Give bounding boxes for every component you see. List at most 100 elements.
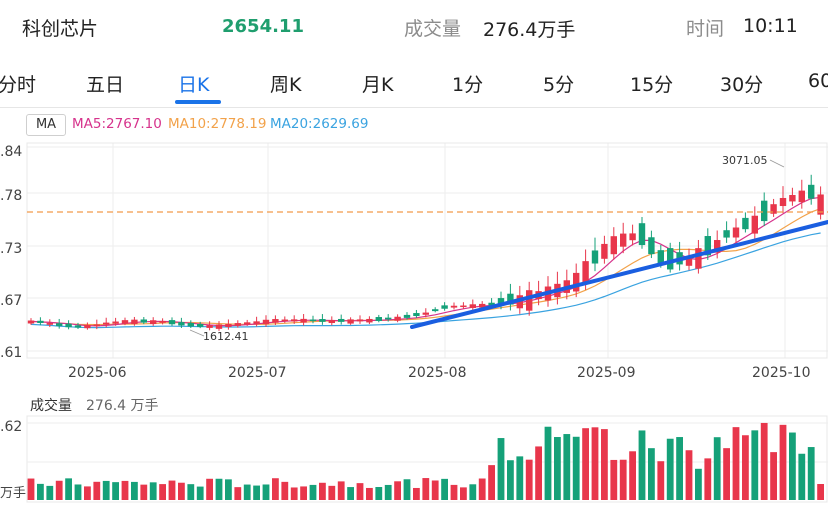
candle — [291, 319, 298, 322]
candle — [281, 319, 288, 322]
candle — [629, 233, 636, 241]
date-tick: 2025-07 — [228, 365, 287, 381]
volume-bar — [572, 436, 580, 500]
volume-panel-border — [26, 415, 828, 503]
tab-60min[interactable]: 60 — [808, 70, 828, 92]
candle — [761, 200, 768, 222]
ma5-value: MA5:2767.10 — [72, 116, 162, 132]
ma-toggle-button[interactable]: MA — [26, 114, 66, 136]
tab-1min[interactable]: 1分 — [452, 74, 484, 96]
candle — [808, 184, 815, 199]
volume-bar — [281, 481, 289, 500]
ma10-value: MA10:2778.19 — [168, 116, 267, 132]
candle — [84, 325, 91, 329]
volume-bar — [629, 451, 636, 500]
tab-30min[interactable]: 30分 — [720, 74, 764, 96]
date-tick: 2025-09 — [577, 365, 636, 381]
candle — [657, 250, 664, 265]
volume-bar — [65, 478, 72, 500]
volume-bar — [46, 485, 54, 500]
volume-bar — [478, 478, 486, 500]
volume-bar — [704, 458, 712, 500]
candle — [112, 321, 119, 324]
candle — [187, 322, 194, 327]
price-tick: .84 — [0, 144, 22, 160]
volume-bar — [431, 480, 439, 500]
candles — [27, 174, 824, 331]
volume-bar — [37, 483, 44, 500]
candle — [751, 215, 758, 234]
candle — [450, 305, 458, 308]
candle — [366, 318, 373, 323]
tab-5min[interactable]: 5分 — [543, 74, 575, 96]
candle — [742, 217, 749, 230]
candle — [394, 316, 401, 321]
ma-lines — [30, 196, 821, 329]
volume-bar — [732, 427, 740, 500]
candle — [131, 319, 138, 325]
volume-bar — [789, 432, 796, 500]
candle — [610, 236, 617, 255]
volume-value: 276.4万手 — [483, 19, 576, 41]
volume-bar — [375, 487, 383, 500]
low-annotation-leader — [189, 329, 205, 337]
index-name: 科创芯片 — [22, 18, 99, 40]
candle — [770, 204, 777, 214]
volume-bar — [300, 486, 307, 500]
index-price: 2654.11 — [222, 16, 304, 37]
ma10-line — [30, 208, 821, 326]
volume-bar — [469, 484, 477, 500]
candle — [488, 302, 495, 306]
candle — [817, 194, 824, 215]
ma-legend: MA MA5:2767.10 MA10:2778.19 MA20:2629.69 — [0, 112, 828, 138]
volume-bar — [262, 484, 270, 500]
volume-bar — [215, 478, 223, 500]
high-annotation-leader — [769, 159, 785, 168]
ma5-line — [30, 196, 821, 327]
price-tick: .78 — [0, 188, 22, 204]
volume-bar — [290, 487, 298, 500]
volume-bar — [347, 487, 354, 500]
volume-bar — [422, 478, 430, 500]
candle — [356, 319, 364, 322]
candle — [460, 305, 467, 308]
volume-bar — [460, 487, 467, 500]
volume-bar — [535, 446, 542, 500]
volume-bar — [102, 480, 110, 500]
tab-15min[interactable]: 15分 — [630, 74, 674, 96]
candle — [206, 325, 213, 328]
tab-weekly-k[interactable]: 周K — [270, 74, 302, 96]
volume-bar — [328, 485, 336, 500]
candle — [648, 237, 655, 255]
candle — [272, 319, 279, 323]
volume-bars — [27, 422, 824, 500]
time-label: 时间 — [686, 18, 725, 40]
volume-bar — [507, 460, 514, 500]
volume-bar — [74, 484, 82, 500]
candle — [328, 320, 335, 324]
tab-intraday[interactable]: 分时 — [0, 74, 37, 96]
candle — [601, 243, 608, 259]
volume-bar — [131, 481, 138, 500]
volume-bar — [742, 435, 749, 500]
volume-bar — [544, 426, 552, 500]
candle — [695, 248, 702, 269]
candle — [497, 298, 505, 306]
volume-bar — [234, 487, 242, 500]
candle — [507, 293, 514, 305]
candle — [526, 290, 533, 311]
candle — [27, 320, 35, 324]
volume-bar — [695, 468, 702, 500]
volume-label: 成交量 — [404, 18, 462, 40]
volume-bar — [798, 453, 806, 500]
tab-five-day[interactable]: 五日 — [86, 74, 125, 96]
volume-bar — [196, 486, 204, 500]
period-tabs: 分时 五日 日K 周K 月K 1分 5分 15分 30分 60 — [0, 58, 828, 106]
tab-daily-k[interactable]: 日K — [178, 74, 210, 96]
candle — [225, 323, 232, 327]
tab-monthly-k[interactable]: 月K — [362, 74, 394, 96]
candle — [714, 240, 721, 253]
candle — [121, 320, 129, 324]
volume-bar — [168, 480, 176, 500]
